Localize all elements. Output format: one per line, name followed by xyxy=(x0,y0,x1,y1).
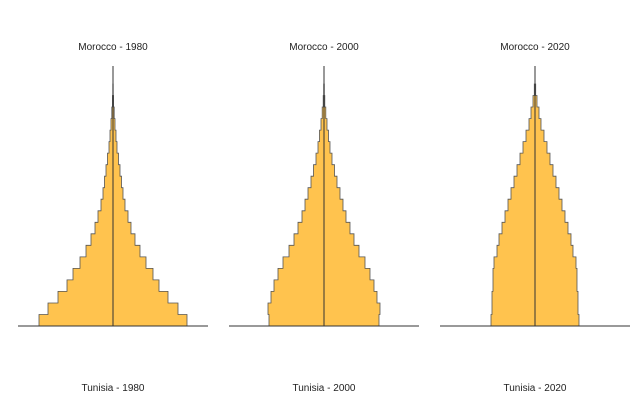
panel-title-tunisia-1980: Tunisia - 1980 xyxy=(81,383,145,394)
panel-title-tunisia-2020: Tunisia - 2020 xyxy=(503,383,567,394)
panel-title-morocco-1980: Morocco - 1980 xyxy=(78,42,148,53)
panel-title-morocco-2020: Morocco - 2020 xyxy=(500,42,570,53)
panel-title-tunisia-2000: Tunisia - 2000 xyxy=(292,383,356,394)
panel-title-morocco-2000: Morocco - 2000 xyxy=(289,42,359,53)
